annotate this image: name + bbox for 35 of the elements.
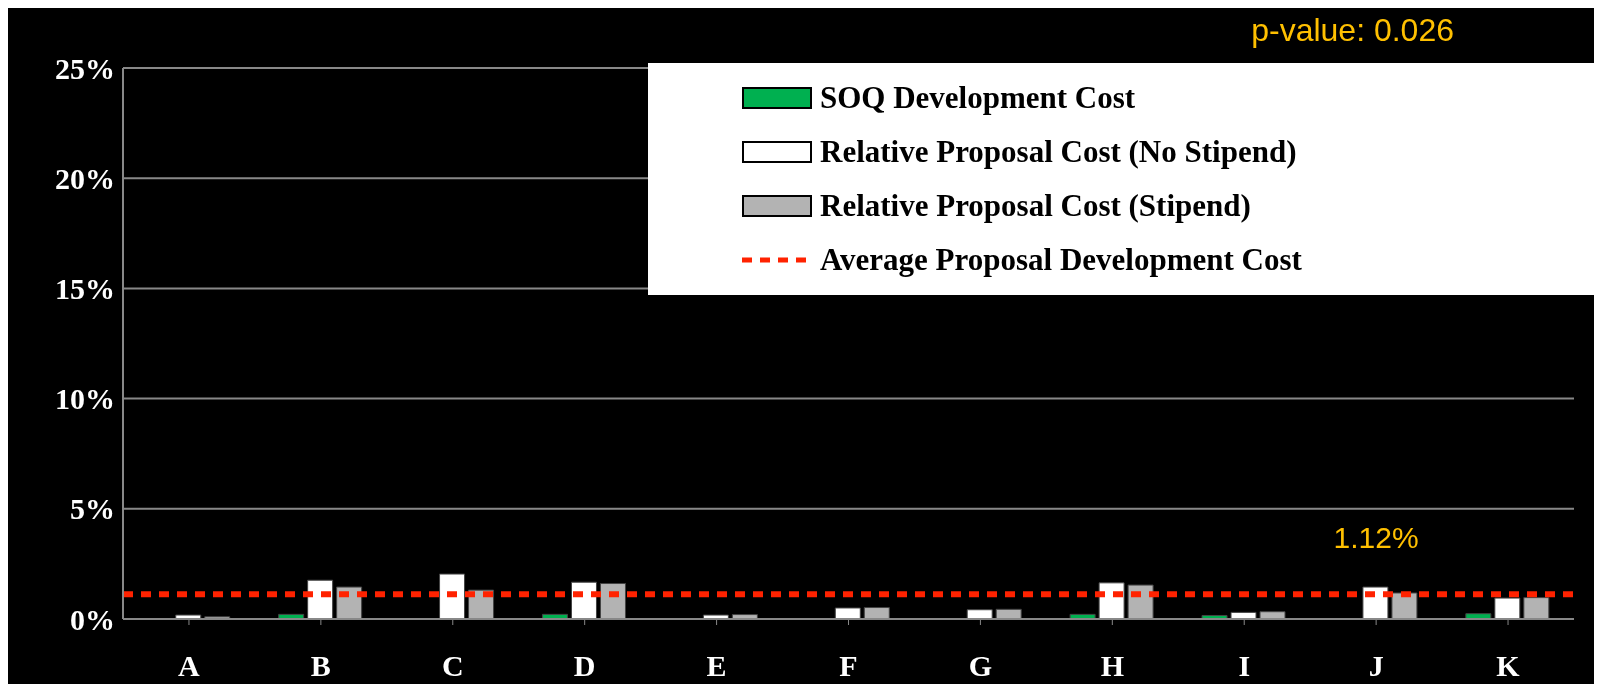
y-tick-label: 25% (55, 51, 115, 85)
legend-label: SOQ Development Cost (820, 80, 1136, 116)
bar (834, 607, 861, 619)
y-tick-label: 15% (55, 272, 115, 306)
x-tick-label: J (1368, 649, 1384, 683)
bar (1127, 584, 1154, 619)
x-tick-label: I (1238, 649, 1251, 683)
y-tick-label: 5% (70, 492, 115, 526)
x-tick-label: E (706, 649, 727, 683)
x-tick-label: A (178, 649, 201, 683)
x-tick-label: D (573, 649, 596, 683)
legend-label: Average Proposal Development Cost (820, 242, 1302, 278)
x-tick-label: K (1496, 649, 1521, 683)
legend-label: Relative Proposal Cost (Stipend) (820, 188, 1251, 224)
y-tick-label: 0% (70, 602, 115, 636)
bar (439, 573, 466, 619)
x-tick-label: F (839, 649, 858, 683)
annotation: 1.12% (1333, 521, 1419, 555)
bar (966, 609, 993, 619)
x-tick-label: B (310, 649, 331, 683)
bar (1494, 597, 1521, 619)
bar (175, 614, 202, 619)
x-tick-label: H (1100, 649, 1124, 683)
bar (1259, 611, 1286, 619)
bar (702, 614, 729, 619)
y-tick-label: 10% (55, 382, 115, 416)
bar (863, 607, 890, 619)
bar (599, 583, 626, 619)
legend-label: Relative Proposal Cost (No Stipend) (820, 134, 1297, 170)
bar (1391, 592, 1418, 619)
text: p-value: 0.026 (1251, 12, 1454, 49)
x-tick-label: G (968, 649, 993, 683)
bar (1523, 597, 1550, 619)
y-tick-label: 20% (55, 161, 115, 195)
x-tick-label: C (441, 649, 464, 683)
